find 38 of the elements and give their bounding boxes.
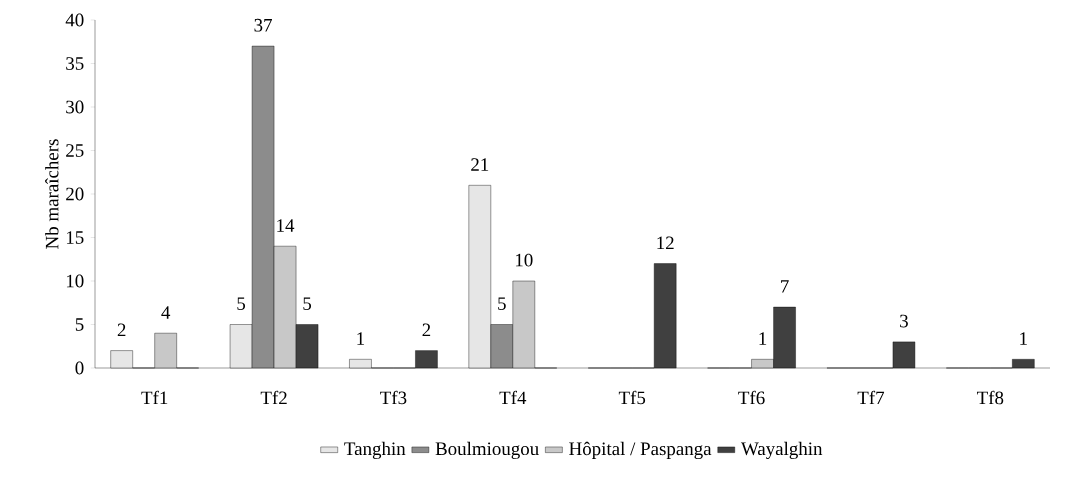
x-tick-label: Tf4: [499, 390, 527, 405]
data-label: 2: [422, 323, 431, 337]
data-label: 4: [161, 306, 171, 319]
data-label: 1: [357, 332, 365, 345]
x-tick-label: Tf8: [976, 390, 1004, 405]
legend-label: Boulmiougou: [435, 441, 539, 460]
y-tick-label: 25: [66, 144, 84, 157]
legend-label: Hôpital / Paspanga: [569, 441, 712, 460]
y-axis-title: Nb maraîchers: [45, 139, 59, 249]
data-label: 2: [117, 323, 126, 337]
data-label: 5: [237, 297, 246, 310]
y-tick-label: 5: [75, 318, 84, 331]
y-tick-label: 20: [66, 187, 84, 201]
data-label: 7: [781, 280, 789, 293]
legend-label: Wayalghin: [740, 441, 823, 460]
x-tick-label: Tf1: [141, 390, 168, 405]
y-tick-label: 10: [66, 274, 84, 288]
data-label: 10: [516, 253, 533, 267]
y-tick-label: 35: [66, 57, 84, 70]
x-tick-label: Tf6: [738, 390, 765, 405]
data-label: 12: [657, 236, 674, 250]
y-tick-label: 40: [65, 13, 84, 27]
legend-label: Tanghin: [344, 441, 406, 460]
data-label: 21: [471, 158, 489, 171]
x-tick-label: Tf2: [260, 390, 287, 405]
data-label: 14: [277, 219, 295, 232]
x-tick-label: Tf5: [618, 390, 646, 405]
data-label: 3: [900, 314, 908, 328]
y-tick-label: 15: [66, 231, 84, 244]
y-tick-label: 0: [75, 361, 84, 375]
data-label: 1: [759, 332, 767, 345]
data-label: 5: [303, 297, 312, 310]
y-tick-label: 30: [66, 100, 84, 114]
data-label: 37: [254, 18, 272, 32]
x-tick-label: Tf3: [380, 390, 407, 405]
data-label: 1: [1020, 332, 1027, 345]
x-tick-label: Tf7: [857, 390, 885, 405]
data-label: 5: [498, 297, 506, 310]
